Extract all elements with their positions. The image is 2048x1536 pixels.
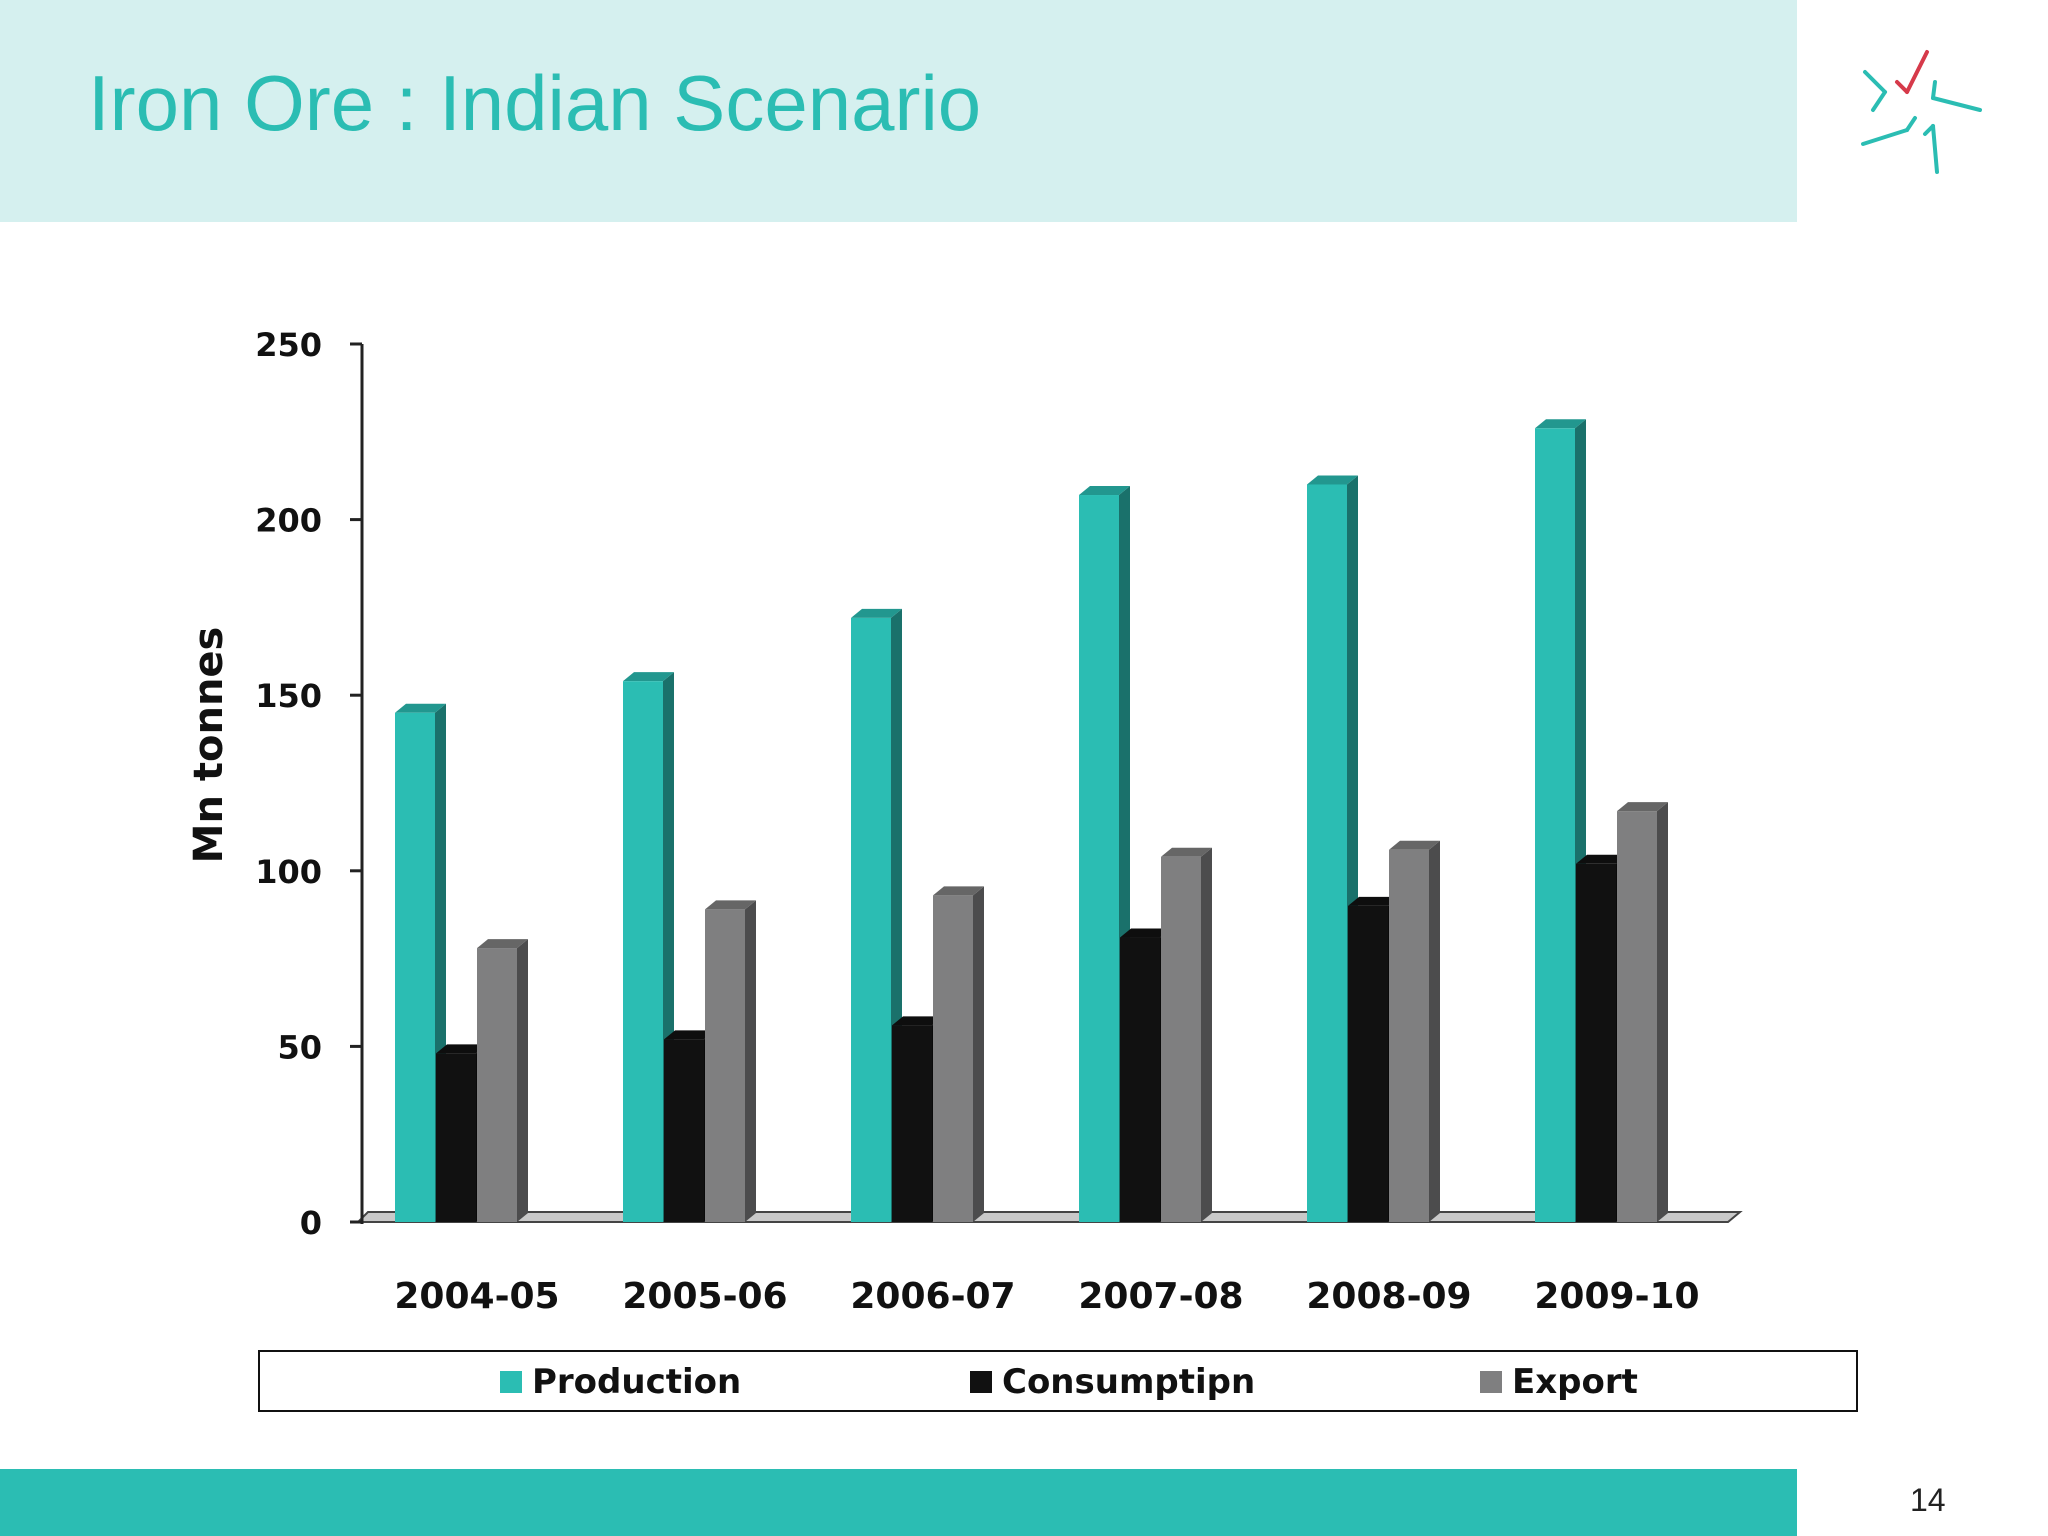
bar-top — [851, 608, 902, 618]
bar-top — [395, 703, 446, 713]
legend-item-production: Production — [500, 1362, 742, 1402]
bar-front — [1307, 484, 1347, 1223]
bar-front — [1576, 863, 1616, 1222]
bar-front — [395, 712, 435, 1222]
bar-production-2007-08 — [1079, 486, 1130, 1222]
bar-top — [477, 939, 528, 949]
footer-band — [0, 1469, 1797, 1536]
bar-front — [1161, 856, 1201, 1222]
bar-top — [1576, 854, 1627, 864]
page-number: 14 — [1910, 1482, 1946, 1518]
bar-side — [745, 900, 756, 1222]
bar-front — [1617, 811, 1657, 1222]
x-tick-label: 2006-07 — [850, 1276, 1015, 1317]
bar-top — [1348, 896, 1399, 906]
bar-front — [436, 1053, 476, 1222]
legend-item-export: Export — [1480, 1362, 1638, 1402]
bar-export-2004-05 — [477, 939, 528, 1222]
bar-front — [664, 1039, 704, 1222]
bar-front — [933, 895, 973, 1222]
bar-side — [973, 886, 984, 1222]
legend-label-production: Production — [532, 1362, 742, 1402]
bar-front — [1079, 495, 1119, 1222]
bar-top — [1307, 475, 1358, 485]
bar-top — [1617, 802, 1668, 812]
bar-front — [1535, 428, 1575, 1223]
bar-front — [477, 948, 517, 1222]
bar-front — [892, 1025, 932, 1222]
bar-top — [436, 1044, 487, 1054]
logo-icon — [1861, 50, 1982, 174]
y-tick-label: 250 — [255, 326, 322, 364]
x-tick-label: 2005-06 — [622, 1276, 787, 1317]
x-tick-label: 2008-09 — [1306, 1276, 1471, 1317]
header-band — [0, 0, 1797, 222]
x-tick-label: 2004-05 — [394, 1276, 559, 1317]
legend-swatch-consumption — [970, 1371, 992, 1393]
x-tick-label: 2007-08 — [1078, 1276, 1243, 1317]
bar-side — [517, 939, 528, 1222]
bar-top — [933, 886, 984, 896]
bar-top — [1535, 419, 1586, 429]
bar-front — [1120, 937, 1160, 1222]
legend: Production Consumptipn Export — [258, 1350, 1858, 1412]
y-tick-label: 100 — [255, 853, 322, 891]
bar-top — [623, 672, 674, 682]
bar-production-2006-07 — [851, 608, 902, 1222]
bar-export-2007-08 — [1161, 847, 1212, 1222]
bar-front — [1389, 849, 1429, 1222]
legend-swatch-production — [500, 1371, 522, 1393]
bar-side — [1657, 802, 1668, 1222]
slide-title: Iron Ore : Indian Scenario — [88, 59, 982, 147]
bar-export-2006-07 — [933, 886, 984, 1222]
y-axis-title: Mn tonnes — [186, 627, 232, 864]
bar-export-2008-09 — [1389, 840, 1440, 1222]
bar-front — [705, 909, 745, 1222]
bar-top — [1161, 847, 1212, 857]
bar-top — [1389, 840, 1440, 850]
bar-export-2005-06 — [705, 900, 756, 1222]
x-tick-label: 2009-10 — [1534, 1276, 1699, 1317]
bar-front — [1348, 905, 1388, 1222]
legend-label-export: Export — [1512, 1362, 1638, 1402]
bar-top — [664, 1030, 715, 1040]
y-tick-label: 200 — [255, 502, 322, 540]
bar-front — [623, 681, 663, 1222]
bar-export-2009-10 — [1617, 802, 1668, 1222]
bar-side — [1429, 840, 1440, 1222]
chart-floor — [355, 1211, 1743, 1223]
legend-item-consumption: Consumptipn — [970, 1362, 1256, 1402]
y-tick-label: 50 — [277, 1028, 322, 1066]
legend-label-consumption: Consumptipn — [1002, 1362, 1256, 1402]
legend-swatch-export — [1480, 1371, 1502, 1393]
y-tick-label: 0 — [300, 1204, 322, 1242]
y-tick-label: 150 — [255, 677, 322, 715]
bar-top — [1120, 928, 1171, 938]
bar-top — [1079, 486, 1130, 496]
bar-side — [1201, 847, 1212, 1222]
bar-top — [892, 1016, 943, 1026]
bar-front — [851, 617, 891, 1222]
bar-top — [705, 900, 756, 910]
